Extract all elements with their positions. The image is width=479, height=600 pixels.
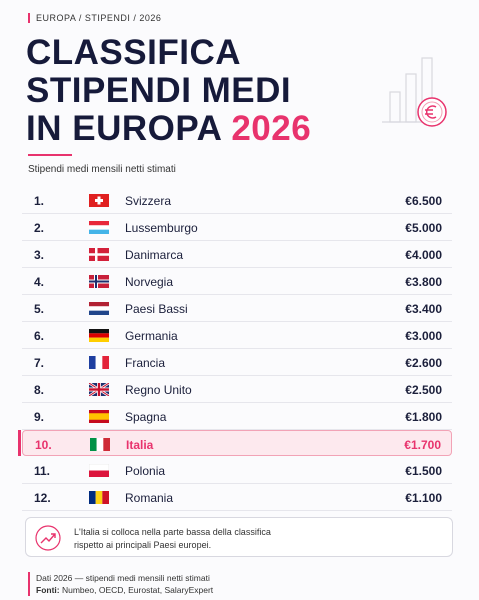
- country: Lussemburgo: [125, 221, 198, 235]
- country: Germania: [125, 329, 178, 343]
- table-row: 7. Francia €2.600: [22, 349, 452, 376]
- note-box: L'Italia si colloca nella parte bassa de…: [25, 517, 453, 557]
- rule: [28, 154, 72, 156]
- footer: Dati 2026 — stipendi medi mensili netti …: [28, 572, 213, 596]
- title-line: STIPENDI MEDI: [26, 71, 292, 110]
- salary: €1.100: [405, 491, 442, 505]
- flag: [89, 275, 109, 288]
- salary: €1.700: [404, 438, 441, 452]
- breadcrumb: EUROPA / STIPENDI / 2026: [28, 13, 161, 23]
- country: Paesi Bassi: [125, 302, 188, 316]
- table-row: 1. Svizzera €6.500: [22, 187, 452, 214]
- country: Spagna: [125, 410, 167, 424]
- country: Norvegia: [125, 275, 174, 289]
- title-line: CLASSIFICA: [26, 33, 241, 72]
- footer-sources: Fonti: Numbeo, OECD, Eurostat, SalaryExp…: [36, 584, 213, 596]
- country: Polonia: [125, 464, 166, 478]
- rank: 7.: [34, 356, 45, 370]
- country: Francia: [125, 356, 166, 370]
- flag: [89, 356, 109, 369]
- title-line: IN EUROPA 2026: [26, 110, 311, 148]
- rank: 1.: [34, 194, 45, 208]
- note-text: L'Italia si colloca nella parte bassa de…: [74, 527, 271, 550]
- table-row: 3. Danimarca €4.000: [22, 241, 452, 268]
- table-row: 8. Regno Unito €2.500: [22, 376, 452, 403]
- title-highlight: 2026: [231, 109, 312, 148]
- flag: [89, 491, 109, 504]
- trend-icon: [35, 525, 61, 551]
- rank: 3.: [34, 248, 45, 262]
- table-row: 12. Romania €1.100: [22, 484, 452, 511]
- rank: 10.: [35, 438, 52, 452]
- flag: [89, 221, 109, 234]
- table-row: 5. Paesi Bassi €3.400: [22, 295, 452, 322]
- table-row: 4. Norvegia €3.800: [22, 268, 452, 295]
- country: Svizzera: [125, 194, 172, 208]
- country: Regno Unito: [125, 383, 192, 397]
- table-row: 10. Italia €1.700: [22, 430, 452, 456]
- chart-icon: [382, 57, 447, 127]
- flag: [89, 410, 109, 423]
- country: Italia: [126, 438, 154, 452]
- salary: €1.800: [405, 410, 442, 424]
- country: Romania: [125, 491, 174, 505]
- rank: 4.: [34, 275, 45, 289]
- rank: 9.: [34, 410, 45, 424]
- flag: [89, 302, 109, 315]
- salary: €4.000: [405, 248, 442, 262]
- table-row: 9. Spagna €1.800: [22, 403, 452, 430]
- title: CLASSIFICA STIPENDI MEDI IN EUROPA 2026: [26, 34, 311, 148]
- salary: €1.500: [405, 464, 442, 478]
- highlight-bar: [18, 430, 21, 456]
- flag: [89, 464, 109, 477]
- title-text: IN EUROPA: [26, 109, 222, 148]
- salary: €3.800: [405, 275, 442, 289]
- salary: €5.000: [405, 221, 442, 235]
- flag: [89, 383, 109, 396]
- flag: [89, 248, 109, 261]
- subtitle: Stipendi medi mensili netti stimati: [28, 164, 176, 175]
- flag: [89, 329, 109, 342]
- salary: €2.500: [405, 383, 442, 397]
- rank: 5.: [34, 302, 45, 316]
- flag: [89, 194, 109, 207]
- flag: [90, 438, 110, 451]
- salary: €3.000: [405, 329, 442, 343]
- rank: 12.: [34, 491, 51, 505]
- rank: 6.: [34, 329, 45, 343]
- rank: 11.: [34, 464, 51, 478]
- table-row: 6. Germania €3.000: [22, 322, 452, 349]
- table-row: 2. Lussemburgo €5.000: [22, 214, 452, 241]
- salary: €3.400: [405, 302, 442, 316]
- salary: €6.500: [405, 194, 442, 208]
- country: Danimarca: [125, 248, 184, 262]
- rank: 8.: [34, 383, 45, 397]
- footer-data: Dati 2026 — stipendi medi mensili netti …: [36, 573, 210, 583]
- salary: €2.600: [405, 356, 442, 370]
- sources: Numbeo, OECD, Eurostat, SalaryExpert: [61, 585, 214, 595]
- sources-label: Fonti:: [36, 585, 60, 595]
- table-row: 11. Polonia €1.500: [22, 457, 452, 484]
- rank: 2.: [34, 221, 45, 235]
